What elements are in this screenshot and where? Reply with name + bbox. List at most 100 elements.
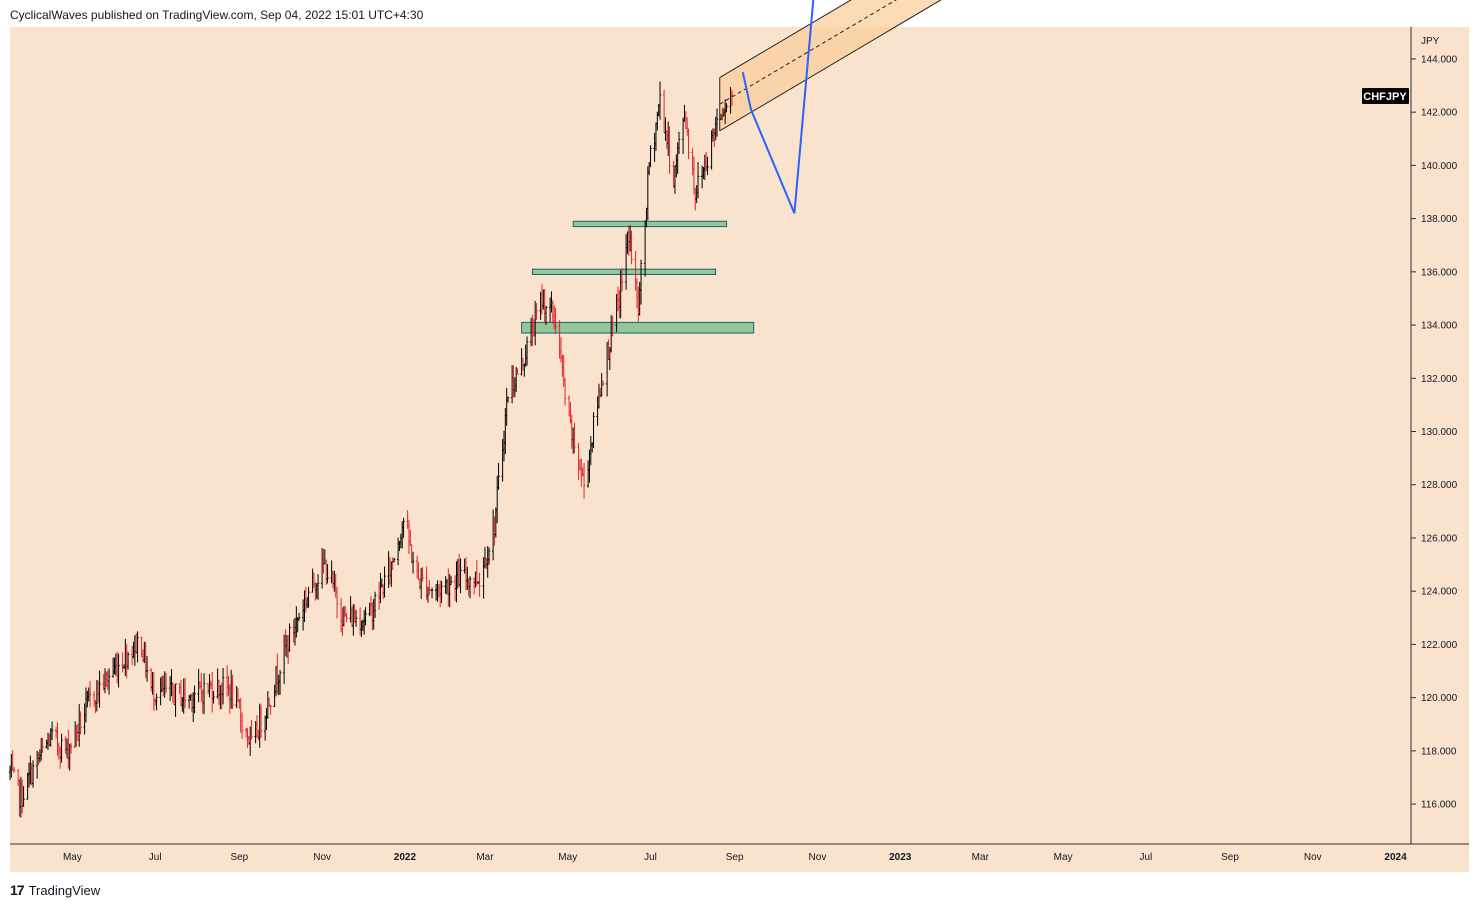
projection-path[interactable] [741,0,827,214]
ohlc-bar [649,145,652,168]
ohlc-bar [307,586,310,608]
channel-lower-line[interactable] [719,0,1035,132]
ohlc-bar [60,733,63,763]
ohlc-bar [278,669,282,695]
support-zone-2[interactable] [531,268,717,275]
ohlc-bar [259,704,263,738]
ohlc-bar [506,396,510,403]
ohlc-bar [430,587,434,599]
price-tick-label: 118.000 [1421,746,1457,757]
time-tick-label: Jul [149,852,162,863]
channel-median-line[interactable] [719,0,1035,105]
price-tick-label: 130.000 [1421,427,1458,438]
ohlc-bar [706,156,709,176]
symbol-badge: CHFJPY [1362,88,1409,104]
price-axis-unit: JPY [1421,36,1440,47]
publication-header: CyclicalWaves published on TradingView.c… [10,8,424,22]
time-axis-area [10,844,1469,872]
support-zone-3[interactable] [521,321,755,334]
price-tick-label: 128.000 [1421,480,1458,491]
ohlc-bar [525,336,529,366]
ohlc-bar [98,670,101,708]
ohlc-bar [297,612,301,621]
ohlc-bar [231,674,234,710]
time-tick-label: Sep [230,852,248,863]
time-tick-label: Nov [313,852,331,863]
footer-brand: TradingView [28,882,101,898]
ohlc-bar [601,380,605,387]
ohlc-bar [440,580,443,604]
price-tick-label: 136.000 [1421,267,1458,278]
ohlc-bar [611,315,614,337]
ohlc-bar [126,651,130,670]
ohlc-bar [696,161,700,199]
ohlc-bar [373,591,377,618]
time-tick-label: 2022 [394,852,417,863]
time-tick-label: Mar [476,852,494,863]
support-zone-1[interactable] [572,220,728,228]
ohlc-bar [221,668,225,705]
ohlc-bar [620,267,624,292]
time-tick-label: 2023 [889,852,912,863]
ohlc-bar [421,567,424,582]
ohlc-bar [630,230,633,265]
ohlc-bar [12,766,16,774]
ohlc-bar [730,90,734,106]
price-axis-area [1411,27,1469,844]
price-tick-label: 142.000 [1421,108,1458,119]
ohlc-bar [250,720,253,740]
price-chart[interactable]: 144.000 142.000 140.000 138.000 136.000 134.0… [0,0,1478,880]
ohlc-bar [411,551,415,574]
plot-background [10,27,1411,844]
ohlc-bar [383,566,386,598]
price-tick-label: 140.000 [1421,161,1458,172]
price-tick-label: 134.000 [1421,321,1458,332]
ohlc-bar [478,572,481,597]
ohlc-bar [335,586,339,619]
ohlc-bar [658,81,662,120]
ohlc-bar [31,760,35,788]
price-tick-label: 120.000 [1421,693,1458,704]
price-tick-label: 124.000 [1421,587,1458,598]
ohlc-bar [164,672,168,693]
ohlc-bar [687,128,690,160]
ohlc-bar [487,547,491,565]
ohlc-bar [193,685,196,714]
price-tick-label: 126.000 [1421,533,1458,544]
time-tick-label: 2024 [1384,852,1407,863]
time-tick-label: May [558,852,577,863]
ohlc-bar [582,462,586,499]
time-tick-label: May [1054,852,1073,863]
ohlc-bar [677,131,681,155]
price-tick-label: 122.000 [1421,640,1458,651]
ohlc-bar [468,576,472,599]
time-tick-label: Jul [644,852,657,863]
ohlc-bar [326,564,329,584]
time-tick-label: Nov [1304,852,1322,863]
symbol-label: CHFJPY [1363,91,1407,103]
time-tick-label: Nov [809,852,827,863]
price-tick-label: 138.000 [1421,214,1458,225]
ohlc-bar [592,412,595,448]
time-tick-label: Mar [972,852,990,863]
ohlc-bar [69,742,73,754]
channel-upper-line[interactable] [719,0,1035,78]
ohlc-bar [535,302,538,320]
ohlc-bar [364,607,367,626]
price-tick-label: 144.000 [1421,54,1458,65]
ohlc-bar [41,738,44,754]
ohlc-bar [402,517,405,538]
ohlc-bar [497,462,500,490]
ohlc-bar [544,305,548,325]
ohlc-bar [107,668,111,695]
ohlc-bar [240,712,244,739]
ohlc-bar [269,704,272,715]
footer: 17 TradingView [10,882,100,898]
ohlc-bar [155,693,158,711]
tradingview-logo-icon: 17 [10,882,25,898]
ohlc-bar [22,786,25,807]
ohlc-bar [288,623,291,653]
ohlc-bar [79,711,82,735]
price-tick-label: 116.000 [1421,800,1457,811]
ohlc-bar [183,677,187,709]
